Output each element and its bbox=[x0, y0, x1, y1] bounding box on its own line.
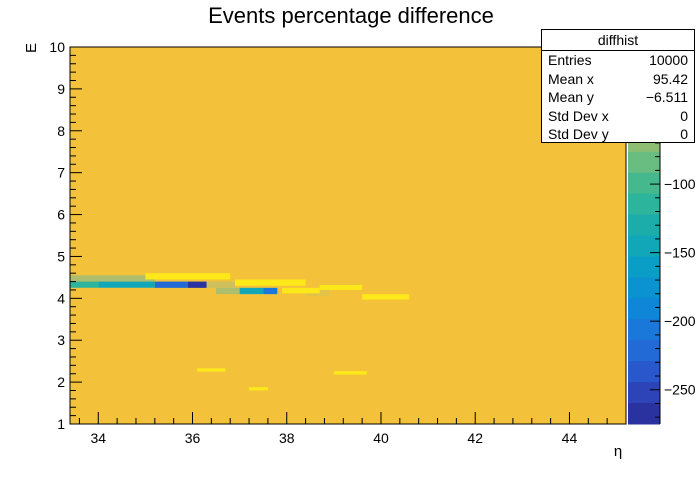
heatmap-cell-positive bbox=[197, 368, 226, 372]
heatmap-cell-positive bbox=[333, 371, 367, 375]
colorbar-segment bbox=[628, 382, 660, 404]
heatmap-cell bbox=[98, 281, 155, 288]
y-tick-label: 10 bbox=[49, 39, 65, 55]
colorbar-segment bbox=[628, 298, 660, 320]
stats-label: Entries bbox=[548, 52, 592, 68]
colorbar-segment bbox=[628, 340, 660, 362]
x-tick-label: 42 bbox=[467, 430, 483, 446]
colorbar-segment bbox=[628, 172, 660, 195]
colorbar-segment bbox=[628, 361, 660, 383]
stats-title: diffhist bbox=[542, 30, 694, 51]
x-tick-label: 40 bbox=[373, 430, 389, 446]
x-tick-label: 38 bbox=[279, 430, 295, 446]
heatmap-cell-positive bbox=[249, 387, 268, 391]
y-tick-label: 4 bbox=[57, 290, 65, 306]
stats-label: Std Dev y bbox=[548, 126, 609, 142]
colorbar-segment bbox=[628, 319, 660, 341]
stats-label: Mean x bbox=[548, 70, 594, 87]
stats-label: Std Dev x bbox=[548, 107, 609, 124]
heatmap-cell bbox=[70, 281, 99, 288]
colorbar-tick-label: −150 bbox=[664, 245, 696, 261]
heatmap-cell bbox=[263, 287, 278, 295]
y-tick-label: 8 bbox=[57, 123, 65, 139]
y-tick-label: 9 bbox=[57, 81, 65, 97]
x-tick-label: 36 bbox=[185, 430, 201, 446]
heatmap-cell bbox=[206, 281, 235, 288]
stats-row: Mean y −6.511 bbox=[542, 88, 694, 107]
heatmap-cell bbox=[239, 287, 264, 295]
heatmap-cell bbox=[70, 287, 155, 295]
y-tick-label: 1 bbox=[57, 416, 65, 432]
y-tick-label: 2 bbox=[57, 374, 65, 390]
colorbar-segment bbox=[628, 403, 660, 425]
colorbar-segment bbox=[628, 235, 660, 257]
heatmap-cell-positive bbox=[362, 294, 410, 300]
heatmap-cell-positive bbox=[319, 284, 363, 290]
heatmap-cell bbox=[70, 294, 155, 301]
stats-value: 95.42 bbox=[652, 70, 688, 87]
heatmap-cell bbox=[329, 289, 363, 297]
heatmap-cell bbox=[70, 275, 155, 282]
heatmap-cell bbox=[159, 338, 174, 343]
colorbar-segment bbox=[628, 277, 660, 299]
colorbar-segment bbox=[628, 193, 660, 216]
stats-value: 0 bbox=[680, 126, 688, 142]
colorbar-tick-label: −200 bbox=[664, 313, 696, 329]
colorbar-segment bbox=[628, 256, 660, 278]
heatmap-cell bbox=[187, 281, 207, 288]
heatmap-cell-positive bbox=[282, 287, 320, 294]
y-tick-label: 7 bbox=[57, 165, 65, 181]
stats-row: Mean x 95.42 bbox=[542, 70, 694, 89]
stats-value: −6.511 bbox=[645, 89, 688, 105]
stats-label: Mean y bbox=[548, 89, 594, 105]
chart-title: Events percentage difference bbox=[208, 3, 494, 28]
stats-value: 0 bbox=[680, 107, 688, 124]
y-tick-label: 6 bbox=[57, 207, 65, 223]
stats-value: 10000 bbox=[649, 52, 688, 68]
heatmap-cell bbox=[70, 338, 146, 343]
heatmap-cell bbox=[154, 281, 188, 288]
heatmap-cell-positive bbox=[234, 279, 306, 286]
heatmap-cell bbox=[216, 287, 240, 295]
colorbar-segment bbox=[628, 214, 660, 236]
y-tick-label: 5 bbox=[57, 248, 65, 264]
x-tick-label: 34 bbox=[90, 430, 106, 446]
plot-frame bbox=[69, 46, 627, 425]
colorbar-segment bbox=[628, 151, 660, 174]
y-tick-label: 3 bbox=[57, 332, 65, 348]
stats-row: Std Dev y 0 bbox=[542, 125, 694, 144]
x-tick-label: 44 bbox=[562, 430, 578, 446]
stats-row: Std Dev x 0 bbox=[542, 107, 694, 126]
heatmap-background bbox=[70, 47, 626, 424]
x-axis-label: η bbox=[614, 443, 622, 460]
stats-row: Entries 10000 bbox=[542, 51, 694, 70]
colorbar-tick-label: −100 bbox=[664, 176, 696, 192]
stats-box: diffhist Entries 10000 Mean x 95.42 Mean… bbox=[541, 29, 695, 143]
colorbar-tick-label: −250 bbox=[664, 382, 696, 398]
y-axis-label: E bbox=[23, 43, 40, 53]
plot-area bbox=[70, 47, 626, 424]
heatmap-cell-positive bbox=[145, 273, 231, 280]
